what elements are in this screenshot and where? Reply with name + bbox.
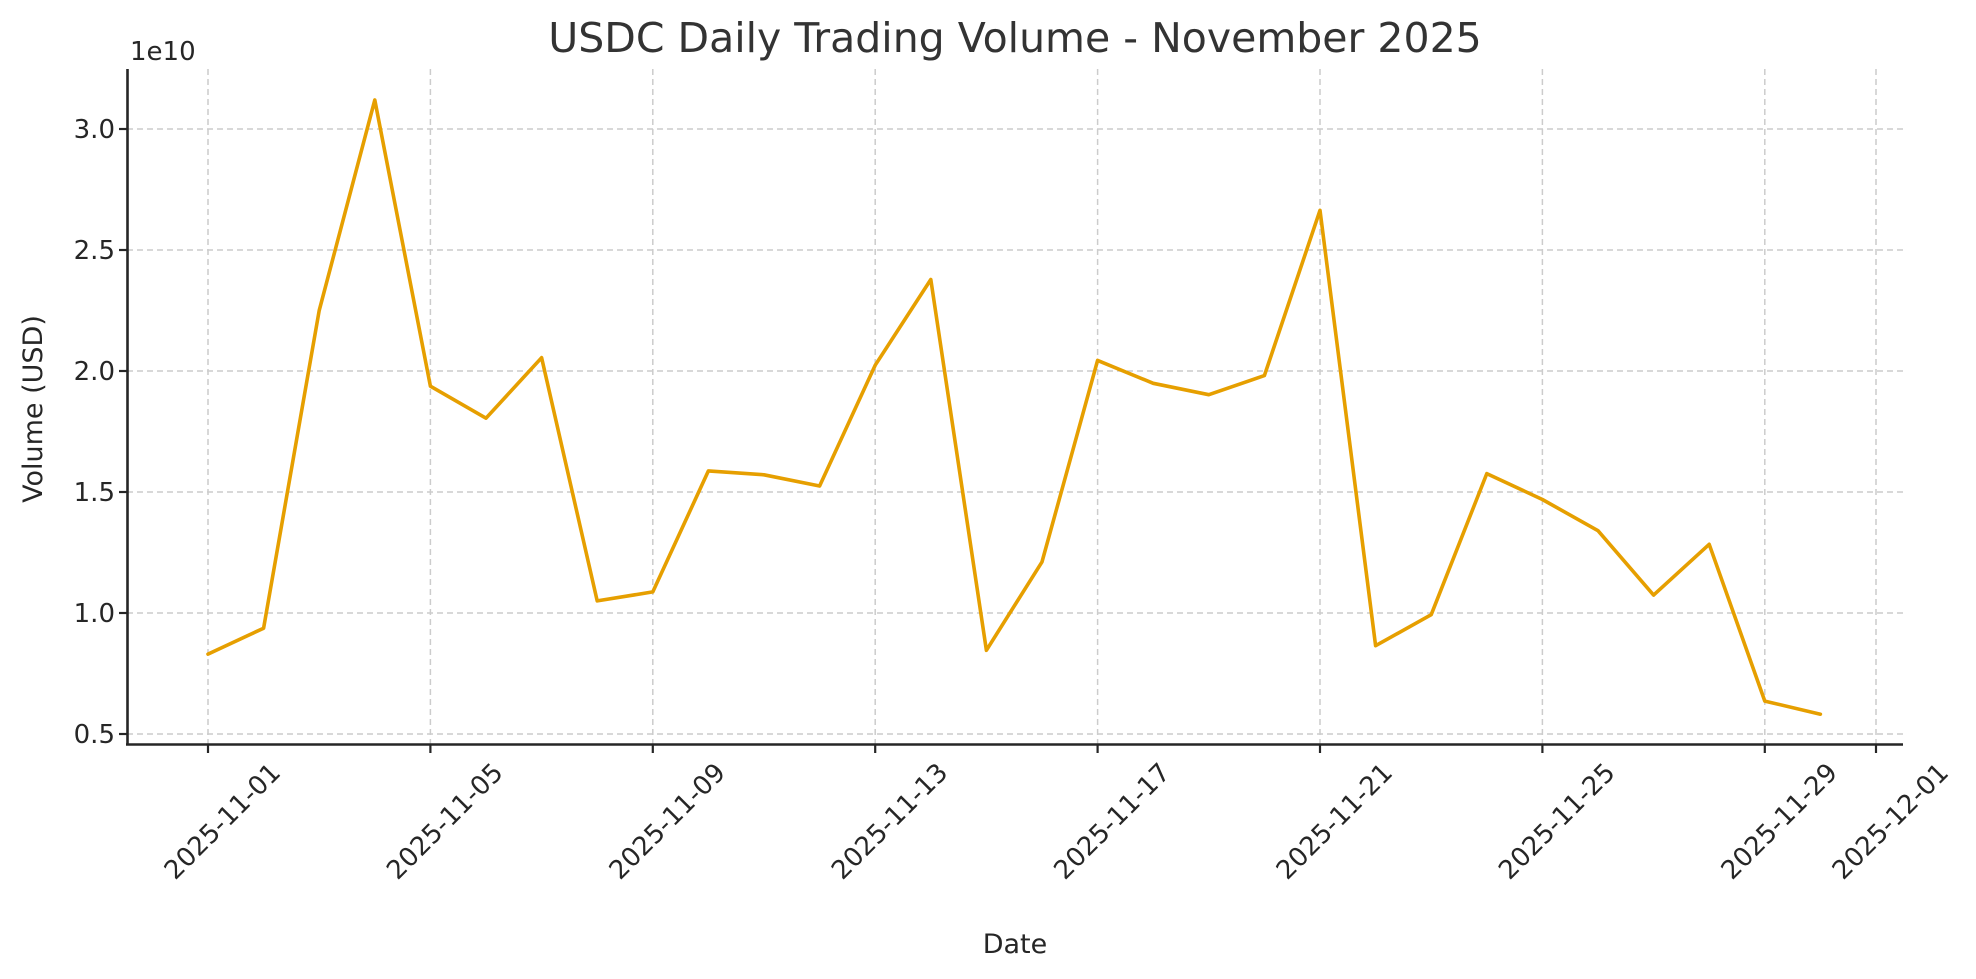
x-axis-label: Date <box>983 929 1048 960</box>
x-tick-label: 2025-11-25 <box>1493 758 1621 886</box>
y-tick-label: 1.5 <box>74 478 115 508</box>
y-axis-offset-label: 1e10 <box>130 37 196 67</box>
y-axis-label: Volume (USD) <box>18 315 49 503</box>
chart-title: USDC Daily Trading Volume - November 202… <box>548 14 1482 62</box>
x-tick-label: 2025-11-01 <box>159 758 287 886</box>
x-tick-label: 2025-11-13 <box>826 758 954 886</box>
x-axis-ticks: 2025-11-01 2025-11-05 2025-11-09 2025-11-13… <box>159 744 1955 886</box>
y-tick-label: 0.5 <box>74 720 115 750</box>
x-tick-label: 2025-11-17 <box>1048 758 1176 886</box>
y-tick-label: 2.0 <box>74 357 115 387</box>
y-tick-label: 1.0 <box>74 599 115 629</box>
x-tick-label: 2025-12-01 <box>1827 758 1955 886</box>
x-tick-label: 2025-11-05 <box>381 758 509 886</box>
x-tick-label: 2025-11-21 <box>1271 758 1399 886</box>
grid-lines <box>127 69 1903 744</box>
y-axis-ticks: 0.5 1.0 1.5 2.0 2.5 3.0 <box>74 115 127 750</box>
volume-line-series <box>206 98 1823 717</box>
x-tick-label: 2025-11-09 <box>604 758 732 886</box>
y-tick-label: 2.5 <box>74 236 115 266</box>
y-tick-label: 3.0 <box>74 115 115 145</box>
x-tick-label: 2025-11-29 <box>1716 758 1844 886</box>
